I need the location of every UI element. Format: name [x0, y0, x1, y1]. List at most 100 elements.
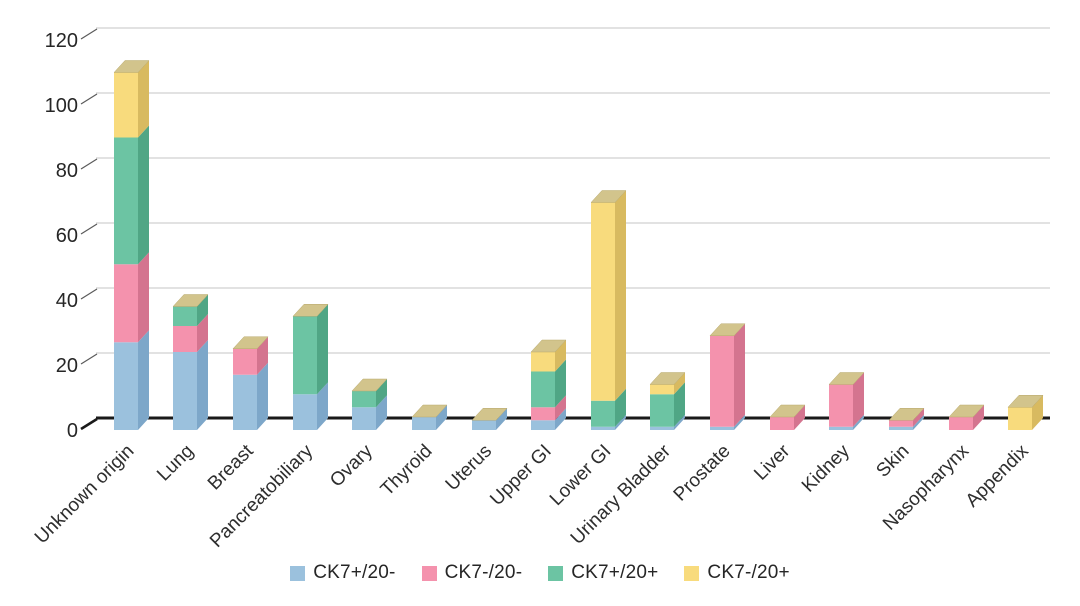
bar-prostate-ck7-20-front: [710, 426, 734, 430]
bar-unknown-origin-ck7-20-side: [138, 330, 149, 430]
bar-breast: [232, 336, 269, 430]
bar-urinary-bladder-top-face: [649, 372, 686, 385]
bar-lower-gi-ck7-20-side: [615, 190, 626, 401]
bar-breast-ck7-20-front: [233, 348, 257, 375]
bar-nasopharynx: [948, 404, 985, 430]
legend-item-ck7-20: CK7-/20-: [421, 562, 523, 584]
bar-lower-gi-ck7-20-front: [591, 202, 615, 401]
bar-breast-top-face: [232, 336, 269, 349]
bar-breast-ck7-20-side: [257, 336, 268, 375]
bar-ovary-top-face: [351, 378, 388, 392]
bar-unknown-origin-ck7-20-front: [114, 137, 138, 265]
bar-unknown-origin-ck7-20-front: [114, 264, 138, 343]
y-axis-tick-label-120: 120: [45, 30, 78, 52]
y-axis-tick-0: [80, 417, 98, 431]
bar-upper-gi-ck7-20-front: [531, 371, 555, 408]
bar-unknown-origin-ck7-20-side: [138, 60, 149, 138]
bar-skin: [888, 408, 925, 430]
bar-appendix-ck7-20-side: [1032, 395, 1043, 430]
bar-skin-ck7-20-front: [889, 426, 913, 430]
bar-liver: [769, 404, 806, 430]
bar-upper-gi-ck7-20-front: [531, 420, 555, 430]
bar-uterus: [471, 408, 508, 430]
y-axis-tick-label-0: 0: [67, 420, 78, 442]
bar-pancreatobiliary-ck7-20-front: [293, 394, 317, 430]
bar-lung-ck7-20-front: [173, 326, 197, 352]
legend: CK7+/20- CK7-/20- CK7+/20+ CK7-/20+: [0, 562, 1080, 584]
bar-lung-ck7-20-side: [197, 340, 208, 430]
bar-lung-ck7-20-front: [173, 306, 197, 326]
bar-liver-top-face: [769, 404, 806, 418]
bar-lung-ck7-20-side: [197, 314, 208, 352]
bar-upper-gi-ck7-20-front: [531, 407, 555, 421]
x-axis-category-label-skin: Skin: [872, 441, 913, 482]
x-axis-category-label-urinary-bladder: Urinary Bladder: [567, 440, 676, 549]
y-axis-tick-20: [80, 353, 98, 365]
bar-ovary-ck7-20-front: [352, 391, 376, 408]
bar-appendix-ck7-20-front: [1008, 407, 1032, 430]
bar-ovary-ck7-20-front: [352, 407, 376, 430]
bar-pancreatobiliary-top-face: [292, 304, 329, 317]
bar-unknown-origin-ck7-20-front: [114, 342, 138, 430]
bar-nasopharynx-top-face: [948, 404, 985, 418]
bar-uterus-ck7-20-front: [472, 420, 496, 430]
bar-pancreatobiliary-ck7-20-side: [317, 304, 328, 395]
bar-prostate-ck7-20-side: [734, 323, 745, 427]
bar-urinary-bladder: [649, 372, 686, 430]
x-axis-category-label-appendix: Appendix: [962, 440, 1033, 511]
x-axis-category-label-ovary: Ovary: [326, 440, 377, 491]
bar-unknown-origin: [113, 60, 150, 430]
y-axis-tick-label-100: 100: [45, 95, 78, 117]
legend-label: CK7-/20-: [444, 562, 523, 583]
bar-unknown-origin-ck7-20-side: [138, 125, 149, 265]
bar-thyroid-top-face: [411, 404, 448, 418]
legend-item-ck7-20: CK7-/20+: [684, 562, 790, 584]
x-axis-category-label-kidney: Kidney: [798, 440, 854, 496]
bar-skin-ck7-20-front: [889, 420, 913, 427]
bar-lower-gi-ck7-20-front: [591, 400, 615, 427]
legend-swatch-ck7-20: [548, 565, 564, 581]
bar-prostate-ck7-20-front: [710, 335, 734, 427]
legend-label: CK7+/20-: [313, 562, 396, 583]
bar-lower-gi-ck7-20-front: [591, 426, 615, 430]
bar-urinary-bladder-ck7-20-side: [674, 372, 685, 395]
bar-lower-gi-top-face: [590, 190, 627, 203]
x-axis-category-label-breast: Breast: [204, 440, 258, 494]
x-axis-category-label-upper-gi: Upper GI: [486, 441, 555, 510]
y-axis-tick-40: [80, 288, 98, 300]
x-axis-category-label-lung: Lung: [153, 441, 198, 486]
bar-pancreatobiliary-ck7-20-front: [293, 316, 317, 395]
legend-swatch-ck7-20: [421, 565, 437, 581]
bar-ovary-ck7-20-side: [376, 379, 387, 408]
bar-kidney-ck7-20-side: [853, 372, 864, 427]
bar-thyroid: [411, 404, 448, 430]
y-axis-tick-80: [80, 158, 98, 170]
bar-prostate-top-face: [709, 323, 746, 336]
x-axis-category-label-liver: Liver: [750, 440, 794, 484]
bar-breast-ck7-20-side: [257, 362, 268, 430]
bar-kidney-top-face: [828, 372, 865, 385]
y-axis-tick-label-80: 80: [56, 160, 78, 182]
bar-appendix: [1007, 395, 1044, 430]
bar-unknown-origin-top-face: [113, 60, 150, 73]
bar-prostate-ck7-20-side: [734, 414, 745, 430]
x-axis-category-label-uterus: Uterus: [442, 441, 496, 495]
bar-kidney-ck7-20-side: [853, 414, 864, 430]
bar-liver-ck7-20-front: [770, 417, 794, 430]
bar-nasopharynx-ck7-20-front: [949, 417, 973, 430]
bar-upper-gi: [530, 339, 567, 430]
bar-upper-gi-ck7-20-side: [555, 340, 566, 372]
bar-uterus-top-face: [471, 408, 508, 421]
bar-pancreatobiliary: [292, 304, 329, 430]
bar-uterus-ck7-20-side: [496, 408, 507, 430]
y-axis-tick-label-20: 20: [56, 355, 78, 377]
y-axis-tick-label-40: 40: [56, 290, 78, 312]
bar-upper-gi-ck7-20-side: [555, 395, 566, 421]
bar-lower-gi-ck7-20-side: [615, 388, 626, 427]
bar-urinary-bladder-ck7-20-front: [650, 394, 674, 427]
bar-prostate: [709, 323, 746, 430]
bar-nasopharynx-ck7-20-side: [973, 405, 984, 430]
legend-label: CK7-/20+: [707, 562, 790, 583]
bar-skin-ck7-20-side: [913, 408, 924, 427]
